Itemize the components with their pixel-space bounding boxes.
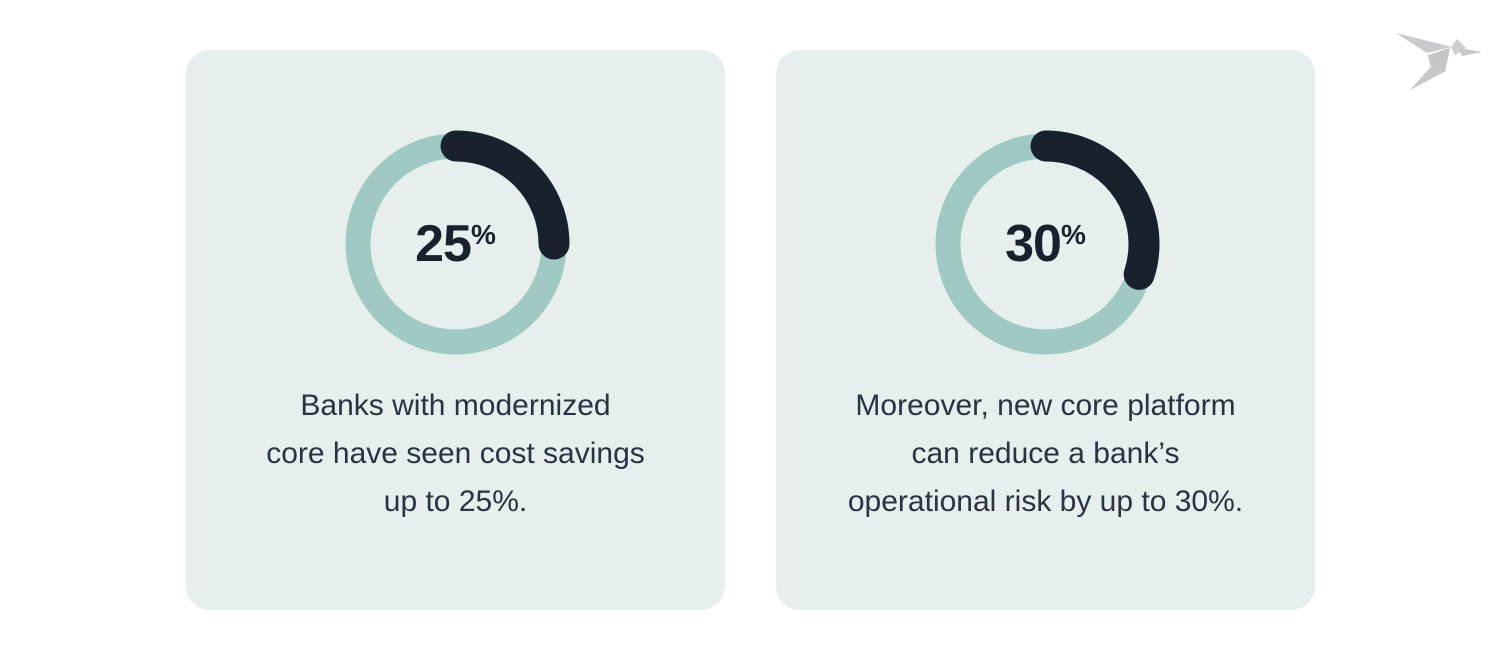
caption-line: core have seen cost savings bbox=[266, 437, 645, 470]
donut-chart-operational-risk: 30% bbox=[928, 126, 1164, 362]
caption-line: up to 25%. bbox=[383, 485, 528, 518]
stat-card-cost-savings: 25% Banks with modernized core have seen… bbox=[186, 50, 725, 610]
donut-ring-svg bbox=[932, 130, 1159, 358]
stat-cards-row: 25% Banks with modernized core have seen… bbox=[186, 50, 1315, 610]
donut-center-label: 25% bbox=[338, 126, 574, 362]
caption-line: Banks with modernized bbox=[300, 389, 611, 422]
bird-wing-lower bbox=[1410, 62, 1446, 90]
caption-line: can reduce a bank’s bbox=[911, 437, 1180, 470]
caption-line: Moreover, new core platform bbox=[855, 389, 1236, 422]
percent-number: 25 bbox=[415, 215, 472, 273]
bird-beak bbox=[1458, 48, 1482, 56]
donut-progress-arc bbox=[932, 130, 1159, 358]
percent-sign: % bbox=[1060, 219, 1086, 250]
caption-line: operational risk by up to 30%. bbox=[847, 485, 1244, 518]
origami-bird-logo bbox=[1396, 33, 1482, 90]
stat-card-operational-risk: 30% Moreover, new core platform can redu… bbox=[776, 50, 1315, 610]
percent-value: 30% bbox=[1005, 218, 1086, 270]
bird-head bbox=[1451, 39, 1466, 55]
donut-ring-svg bbox=[342, 130, 569, 358]
donut-chart-cost-savings: 25% bbox=[338, 126, 574, 362]
stat-caption: Banks with modernized core have seen cos… bbox=[266, 382, 645, 526]
donut-center-label: 30% bbox=[928, 126, 1164, 362]
percent-number: 30 bbox=[1005, 215, 1062, 273]
bird-wing-upper bbox=[1396, 33, 1452, 53]
percent-value: 25% bbox=[415, 218, 496, 270]
stat-caption: Moreover, new core platform can reduce a… bbox=[848, 382, 1243, 526]
percent-sign: % bbox=[470, 219, 496, 250]
donut-progress-arc bbox=[342, 130, 569, 358]
